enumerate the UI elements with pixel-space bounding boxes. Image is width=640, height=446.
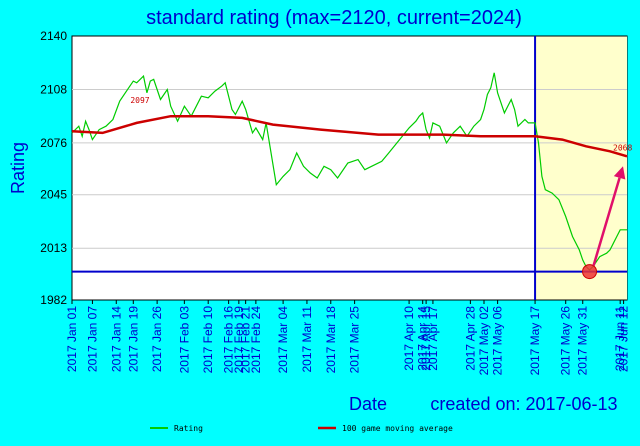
x-tick-label: 2017 Feb 19 — [232, 306, 246, 374]
x-tick-label: 2017 Feb 03 — [177, 306, 191, 374]
x-tick-label: 2017 Jan 07 — [85, 306, 99, 372]
x-tick-label: 2017 Mar 11 — [300, 306, 314, 373]
y-tick-label: 2045 — [40, 188, 67, 202]
created-on-label: created on: 2017-06-13 — [430, 394, 617, 414]
x-tick-label: 2017 Feb 10 — [201, 306, 215, 374]
x-tick-label: 2017 Apr 10 — [402, 306, 416, 371]
chart-title: standard rating (max=2120, current=2024) — [146, 7, 522, 29]
y-axis-label: Rating — [8, 142, 28, 194]
y-tick-label: 2140 — [40, 29, 67, 43]
legend-rating-label: Rating — [174, 424, 203, 433]
y-tick-label: 2108 — [40, 82, 67, 96]
x-tick-label: 2017 May 26 — [559, 306, 573, 376]
min-point-marker — [582, 264, 598, 280]
y-tick-label: 1982 — [40, 293, 67, 307]
x-tick-label: 2017 Feb 24 — [249, 306, 263, 374]
x-tick-label: 2017 Apr 15 — [419, 306, 433, 371]
x-ticks: 2017 Jan 01 2017 Jan 07 2017 Jan 14 2017 Ja… — [65, 300, 631, 375]
x-tick-label: 2017 Jan 14 — [109, 306, 123, 372]
x-tick-label: 2017 Apr 17 — [426, 306, 440, 371]
x-tick-label: 2017 Feb 16 — [222, 306, 236, 374]
x-tick-label: 2017 May 31 — [576, 306, 590, 376]
x-tick-label: 2017 May 02 — [477, 306, 491, 376]
annotations: 2097 2068 — [130, 96, 632, 152]
y-tick-label: 2013 — [40, 241, 67, 255]
trend-arrow-head — [613, 166, 626, 180]
y-ticks: 1982 2013 2045 2076 2108 2140 — [40, 29, 67, 307]
trend-arrow — [592, 177, 621, 266]
x-tick-label: 2017 Mar 18 — [324, 306, 338, 374]
x-tick-label: 2017 May 06 — [491, 306, 505, 376]
x-tick-label: 2017 Jan 19 — [126, 306, 140, 372]
x-tick-label: 2017 Apr 14 — [416, 306, 430, 371]
series-rating-line — [71, 72, 627, 271]
y-tick-label: 2076 — [40, 136, 67, 150]
x-tick-label: 2017 Feb 21 — [239, 306, 253, 374]
x-tick-label: 2017 Mar 04 — [276, 306, 290, 374]
recent-period-shade — [535, 36, 627, 300]
series-moving-average-line — [71, 114, 628, 158]
x-tick-label: 2017 Apr 28 — [463, 306, 477, 371]
x-tick-label: 2017 Jan 26 — [150, 306, 164, 372]
legend-average-label: 100 game moving average — [342, 424, 453, 433]
legend: Rating 100 game moving average — [150, 424, 453, 433]
x-tick-label: 2017 May 17 — [528, 306, 542, 376]
x-axis-label: Date — [349, 394, 387, 414]
annotation-label: 2097 — [130, 96, 149, 105]
x-tick-label: 2017 Jun 12 — [617, 306, 631, 372]
x-tick-label: 2017 Mar 25 — [348, 306, 362, 374]
annotation-label: 2068 — [613, 143, 632, 152]
x-tick-label: 2017 Jan 01 — [65, 306, 79, 372]
x-tick-label: 2017 Jun 11 — [613, 306, 627, 371]
